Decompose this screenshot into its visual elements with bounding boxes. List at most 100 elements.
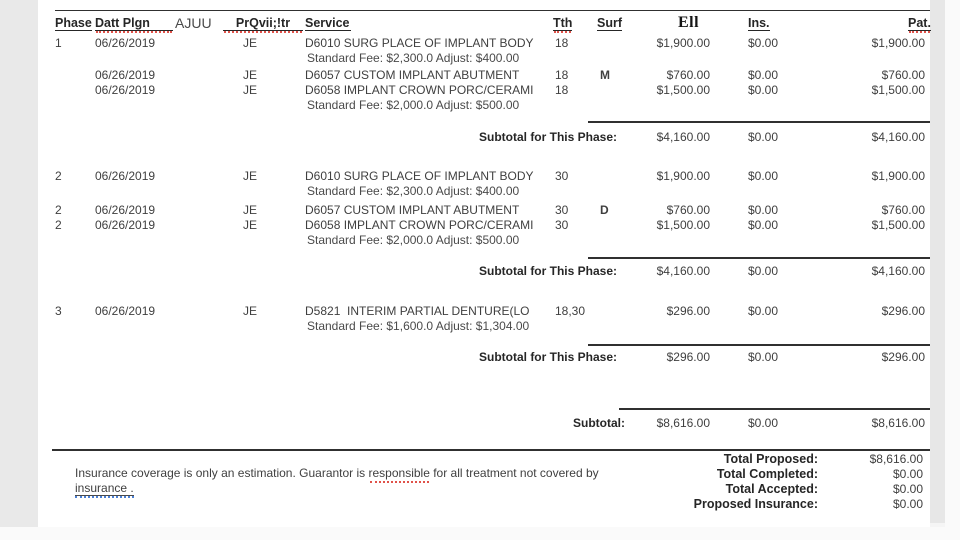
cell-fee: $1,500.00 (656, 218, 710, 232)
total-label: Total Completed: (716, 467, 818, 481)
cell-date: 06/26/2019 (95, 68, 156, 82)
grand-subtotal-rule (619, 408, 930, 410)
cell-date: 06/26/2019 (95, 83, 156, 97)
window-bottom-edge (0, 527, 960, 540)
disclaimer-line2: insurance . (55, 467, 134, 510)
cell-tooth: 30 (555, 169, 569, 183)
subtotal-insurance: $0.00 (747, 130, 778, 144)
disclaimer-text: for all treatment not covered by (429, 466, 599, 480)
cell-fee: $760.00 (666, 68, 710, 82)
cell-tooth: 30 (555, 203, 569, 217)
cell-patient: $1,900.00 (871, 169, 925, 183)
cell-phase: 1 (55, 36, 62, 50)
cell-patient: $296.00 (881, 304, 925, 318)
cell-date: 06/26/2019 (95, 169, 156, 183)
subtotal-rule (588, 344, 930, 346)
note-text: Standard Fee: $1,600.0 Adjust: $1,304.00 (307, 319, 530, 333)
grand-subtotal-label: Subtotal: (573, 416, 625, 430)
total-completed-row: Total Completed: $0.00 (38, 467, 930, 482)
total-value: $0.00 (892, 497, 923, 511)
table-row: 06/26/2019 JE D6058 IMPLANT CROWN PORC/C… (38, 83, 930, 98)
cell-insurance: $0.00 (747, 304, 778, 318)
column-header-provider: PrQvii;!tr (223, 16, 303, 33)
header-extra-text: AJUU (175, 15, 212, 31)
note-text: Standard Fee: $2,300.0 Adjust: $400.00 (307, 184, 520, 198)
table-row: 06/26/2019 JE D6057 CUSTOM IMPLANT ABUTM… (38, 68, 930, 83)
table-row: 2 06/26/2019 JE D6057 CUSTOM IMPLANT ABU… (38, 203, 930, 218)
cell-provider: JE (243, 203, 258, 217)
total-label: Proposed Insurance: (693, 497, 818, 511)
cell-provider: JE (243, 218, 258, 232)
subtotal-patient: $296.00 (881, 350, 925, 364)
column-header-phase: Phase (55, 16, 92, 31)
phase-subtotal-row: Subtotal for This Phase: $4,160.00 $0.00… (38, 264, 930, 279)
cell-tooth: 18,30 (555, 304, 586, 318)
footer-rule (52, 449, 930, 451)
cell-service: D5821 INTERIM PARTIAL DENTURE(LO (305, 304, 530, 318)
table-row: 2 06/26/2019 JE D6058 IMPLANT CROWN PORC… (38, 218, 930, 233)
disclaimer-text: Insurance coverage is only an estimation… (75, 466, 369, 480)
subtotal-label: Subtotal for This Phase: (478, 130, 617, 144)
total-proposed-row: Total Proposed: $8,616.00 (38, 452, 930, 467)
cell-insurance: $0.00 (747, 203, 778, 217)
cell-patient: $760.00 (881, 203, 925, 217)
page-left-margin (0, 0, 38, 527)
table-row: 1 06/26/2019 JE D6010 SURG PLACE OF IMPL… (38, 36, 930, 51)
subtotal-rule (588, 121, 930, 123)
cell-provider: JE (243, 304, 258, 318)
cell-tooth: 18 (555, 36, 569, 50)
cell-phase: 2 (55, 203, 62, 217)
cell-patient: $1,500.00 (871, 218, 925, 232)
proposed-insurance-row: Proposed Insurance: $0.00 (38, 497, 930, 512)
cell-fee: $760.00 (666, 203, 710, 217)
note-text: Standard Fee: $2,000.0 Adjust: $500.00 (307, 233, 520, 247)
scrollbar-track[interactable] (930, 0, 945, 523)
cell-phase: 3 (55, 304, 62, 318)
cell-patient: $1,500.00 (871, 83, 925, 97)
column-header-insurance: Ins. (748, 16, 770, 31)
note-text: Standard Fee: $2,000.0 Adjust: $500.00 (307, 98, 520, 112)
disclaimer-line1: Insurance coverage is only an estimation… (55, 452, 599, 494)
subtotal-patient: $4,160.00 (871, 264, 925, 278)
cell-service: D6057 CUSTOM IMPLANT ABUTMENT (305, 203, 520, 217)
phase-subtotal-row: Subtotal for This Phase: $296.00 $0.00 $… (38, 350, 930, 365)
subtotal-fee: $4,160.00 (656, 264, 710, 278)
total-value: $0.00 (892, 482, 923, 496)
cell-patient: $760.00 (881, 68, 925, 82)
cell-tooth: 30 (555, 218, 569, 232)
subtotal-fee: $296.00 (666, 350, 710, 364)
cell-date: 06/26/2019 (95, 203, 156, 217)
cell-fee: $1,500.00 (656, 83, 710, 97)
column-header-patient: Pat. (908, 16, 931, 33)
insurance-underlined-word: insurance . (75, 481, 134, 498)
standard-fee-note: Standard Fee: $1,600.0 Adjust: $1,304.00 (38, 319, 930, 334)
total-label: Total Accepted: (725, 482, 818, 496)
total-value: $8,616.00 (869, 452, 923, 466)
standard-fee-note: Standard Fee: $2,000.0 Adjust: $500.00 (38, 233, 930, 248)
grand-subtotal-fee: $8,616.00 (656, 416, 710, 430)
disclaimer-misspelled-word: responsible (368, 466, 430, 483)
cell-insurance: $0.00 (747, 36, 778, 50)
column-header-surface: Surf (597, 16, 622, 31)
cell-provider: JE (243, 169, 258, 183)
standard-fee-note: Standard Fee: $2,300.0 Adjust: $400.00 (38, 184, 930, 199)
cell-phase: 2 (55, 169, 62, 183)
cell-tooth: 18 (555, 68, 569, 82)
total-label: Total Proposed: (723, 452, 818, 466)
cell-date: 06/26/2019 (95, 218, 156, 232)
cell-phase: 2 (55, 218, 62, 232)
cell-insurance: $0.00 (747, 68, 778, 82)
table-row: 2 06/26/2019 JE D6010 SURG PLACE OF IMPL… (38, 169, 930, 184)
subtotal-patient: $4,160.00 (871, 130, 925, 144)
subtotal-label: Subtotal for This Phase: (478, 350, 617, 364)
cell-fee: $1,900.00 (656, 36, 710, 50)
table-row: 3 06/26/2019 JE D5821 INTERIM PARTIAL DE… (38, 304, 930, 319)
cell-patient: $1,900.00 (871, 36, 925, 50)
cell-provider: JE (243, 68, 258, 82)
cell-service: D6057 CUSTOM IMPLANT ABUTMENT (305, 68, 520, 82)
phase-subtotal-row: Subtotal for This Phase: $4,160.00 $0.00… (38, 130, 930, 145)
cell-tooth: 18 (555, 83, 569, 97)
treatment-plan-document: Phase Datt Plgn AJUU PrQvii;!tr Service … (38, 0, 931, 527)
cell-insurance: $0.00 (747, 218, 778, 232)
